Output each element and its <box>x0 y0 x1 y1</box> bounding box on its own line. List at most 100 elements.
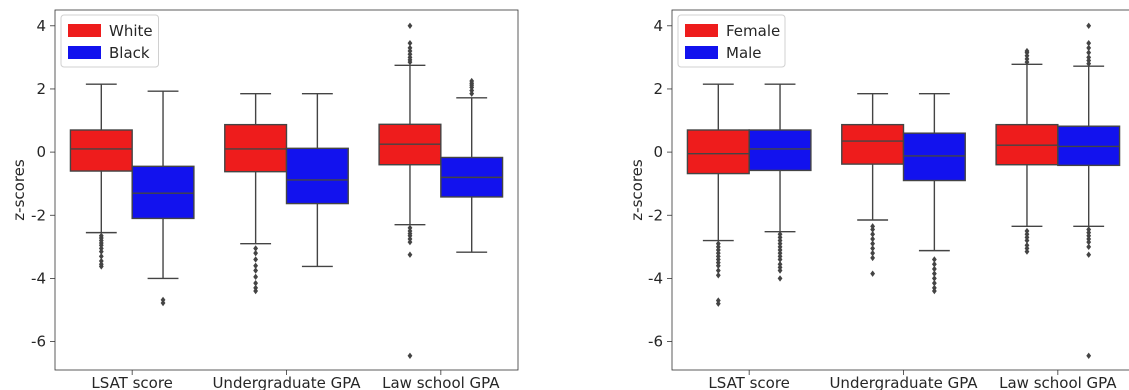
outlier-point <box>777 267 783 274</box>
outlier-point <box>715 262 721 269</box>
outlier-point <box>870 270 876 277</box>
outlier-point <box>777 256 783 263</box>
outlier-point <box>160 299 166 307</box>
y-tick-label: -2 <box>648 206 663 224</box>
outlier-point <box>98 263 104 270</box>
outlier-point <box>715 272 721 279</box>
y-tick-label: -2 <box>31 206 46 224</box>
outlier-point <box>1086 60 1092 67</box>
y-axis-label: z-scores <box>10 159 28 221</box>
box-black-2 <box>285 92 349 268</box>
outlier-point <box>1086 238 1092 246</box>
y-tick-label: 0 <box>36 143 46 161</box>
box-female-1 <box>686 83 750 307</box>
box-iqr <box>686 129 750 175</box>
box-white-3 <box>378 22 442 359</box>
box-iqr <box>841 123 905 165</box>
legend-swatch <box>685 46 718 59</box>
x-tick-label: LSAT score <box>91 374 173 390</box>
chart-panel-1: 4 2 0 -2 -4 -6 z-scores LSAT score Undergraduate… <box>10 9 519 390</box>
x-tick-label: Undergraduate GPA <box>212 374 361 390</box>
outlier-point <box>1024 237 1030 244</box>
legend-label: Black <box>109 44 150 62</box>
outlier-point <box>253 279 259 287</box>
outlier-point <box>777 275 783 282</box>
outlier-point <box>931 265 937 273</box>
outlier-point <box>1086 49 1092 56</box>
legend-swatch <box>685 24 718 37</box>
box-iqr <box>131 165 195 220</box>
outlier-point <box>870 231 876 238</box>
chart-panel-2: 4 2 0 -2 -4 -6 z-scores LSAT score Undergraduate… <box>628 9 1129 390</box>
outlier-point <box>870 254 876 262</box>
y-tick-label: 2 <box>36 80 46 98</box>
box-black-1 <box>131 90 195 307</box>
box-female-2 <box>841 92 905 277</box>
outlier-point <box>469 77 475 85</box>
outlier-point <box>870 240 876 247</box>
outlier-point <box>407 22 413 29</box>
y-tick-label: -4 <box>31 269 46 287</box>
y-tick-label: 0 <box>653 143 663 161</box>
legend-swatch <box>68 24 101 37</box>
outlier-point <box>407 58 413 66</box>
outlier-point <box>407 251 413 258</box>
outlier-point <box>1086 352 1092 359</box>
outlier-point <box>1086 22 1092 29</box>
legend-label: White <box>109 22 153 40</box>
box-black-3 <box>440 77 504 253</box>
outlier-point <box>1024 47 1030 55</box>
box-iqr <box>285 147 349 205</box>
outlier-point <box>407 352 413 359</box>
outlier-point <box>407 238 413 246</box>
outlier-point <box>407 39 413 47</box>
outlier-point <box>870 235 876 243</box>
box-male-3 <box>1057 22 1121 359</box>
y-tick-label: 4 <box>653 17 663 35</box>
outlier-point <box>1086 251 1092 258</box>
outlier-point <box>931 279 937 287</box>
outlier-point <box>253 245 259 252</box>
outlier-point <box>870 226 876 233</box>
box-iqr <box>902 132 966 182</box>
legend: White Black <box>60 14 159 68</box>
outlier-point <box>931 261 937 268</box>
legend-label: Male <box>726 44 762 62</box>
box-iqr <box>69 129 133 172</box>
y-tick-label: 2 <box>653 80 663 98</box>
legend-label: Female <box>726 22 780 40</box>
outlier-point <box>931 287 937 295</box>
outlier-point <box>253 256 259 263</box>
legend-swatch <box>68 46 101 59</box>
outlier-point <box>253 287 259 295</box>
outlier-point <box>98 253 104 260</box>
outlier-point <box>870 245 876 252</box>
y-tick-label: -6 <box>648 333 663 351</box>
outlier-point <box>253 273 259 281</box>
outlier-point <box>715 267 721 274</box>
y-axis-label: z-scores <box>628 159 646 221</box>
x-tick-label: LSAT score <box>708 374 790 390</box>
x-tick-label: Law school GPA <box>999 374 1117 390</box>
legend: Female Male <box>677 14 786 68</box>
outlier-point <box>253 249 259 257</box>
outlier-point <box>253 262 259 269</box>
outlier-point <box>715 300 721 307</box>
y-tick-label: -6 <box>31 333 46 351</box>
box-iqr <box>224 123 288 173</box>
y-tick-label: -4 <box>648 269 663 287</box>
box-iqr <box>748 129 812 172</box>
outlier-point <box>870 249 876 257</box>
x-tick-label: Undergraduate GPA <box>829 374 978 390</box>
box-male-1 <box>748 83 812 282</box>
box-white-1 <box>69 83 133 270</box>
box-white-2 <box>224 92 288 295</box>
outlier-point <box>1086 44 1092 52</box>
outlier-point <box>1086 39 1092 47</box>
outlier-point <box>98 248 104 255</box>
outlier-point <box>1086 243 1092 251</box>
outlier-point <box>931 256 937 263</box>
x-tick-label: Law school GPA <box>382 374 500 390</box>
outlier-point <box>253 267 259 274</box>
